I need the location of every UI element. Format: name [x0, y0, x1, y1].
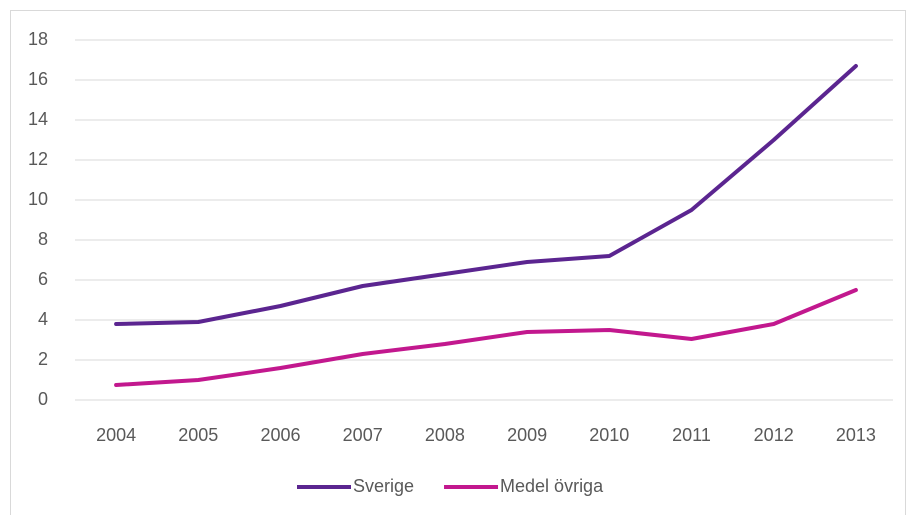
y-tick-label: 12 — [28, 149, 48, 169]
x-tick-label: 2006 — [260, 425, 300, 445]
legend-label: Medel övriga — [500, 476, 604, 496]
y-tick-label: 2 — [38, 349, 48, 369]
x-tick-label: 2012 — [754, 425, 794, 445]
series-line — [114, 288, 858, 387]
y-tick-label: 0 — [38, 389, 48, 409]
x-tick-label: 2004 — [96, 425, 136, 445]
x-tick-label: 2005 — [178, 425, 218, 445]
y-tick-label: 18 — [28, 29, 48, 49]
y-tick-label: 6 — [38, 269, 48, 289]
x-tick-label: 2010 — [589, 425, 629, 445]
y-tick-label: 8 — [38, 229, 48, 249]
y-tick-label: 4 — [38, 309, 48, 329]
x-tick-label: 2013 — [836, 425, 876, 445]
y-tick-label: 10 — [28, 189, 48, 209]
x-tick-label: 2008 — [425, 425, 465, 445]
x-tick-label: 2007 — [343, 425, 383, 445]
x-tick-label: 2011 — [672, 425, 711, 445]
legend-label: Sverige — [353, 476, 414, 496]
x-tick-label: 2009 — [507, 425, 547, 445]
series-line — [114, 64, 858, 326]
y-tick-label: 16 — [28, 69, 48, 89]
chart-frame — [10, 10, 906, 515]
y-tick-label: 14 — [28, 109, 48, 129]
